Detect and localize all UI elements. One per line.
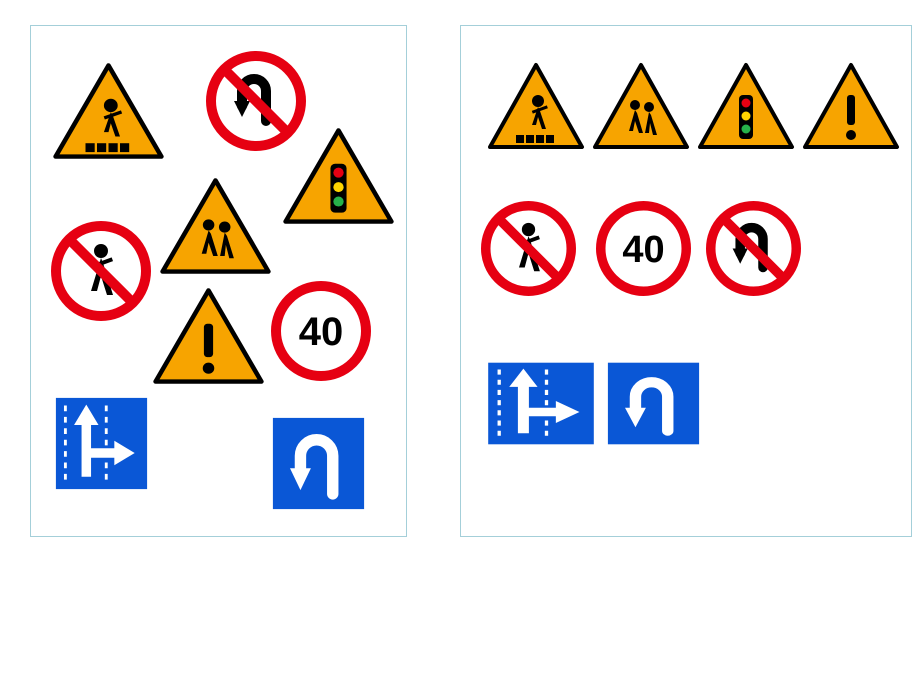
sign-speed-limit-40: 40 <box>271 281 371 381</box>
sign-lane-straight-right <box>54 396 149 491</box>
sign-warning-pedestrian-crossing <box>486 61 586 151</box>
svg-text:40: 40 <box>622 229 664 271</box>
sign-lane-straight-right <box>486 361 596 446</box>
panel-unsorted: 40 <box>30 25 407 537</box>
sign-warning-children <box>158 176 273 276</box>
sign-warning-exclamation <box>801 61 901 151</box>
sign-warning-traffic-light <box>281 126 396 226</box>
sign-warning-pedestrian-crossing <box>51 61 166 161</box>
sign-no-pedestrian <box>481 201 576 296</box>
sign-warning-exclamation <box>151 286 266 386</box>
sign-speed-limit-40: 40 <box>596 201 691 296</box>
canvas: 40 <box>0 0 920 690</box>
sign-uturn-mandatory <box>606 361 701 446</box>
sign-uturn-mandatory <box>271 416 366 511</box>
sign-warning-children <box>591 61 691 151</box>
svg-text:40: 40 <box>299 310 344 354</box>
sign-warning-traffic-light <box>696 61 796 151</box>
sign-no-uturn <box>706 201 801 296</box>
sign-no-pedestrian <box>51 221 151 321</box>
panel-sorted: 40 <box>460 25 912 537</box>
